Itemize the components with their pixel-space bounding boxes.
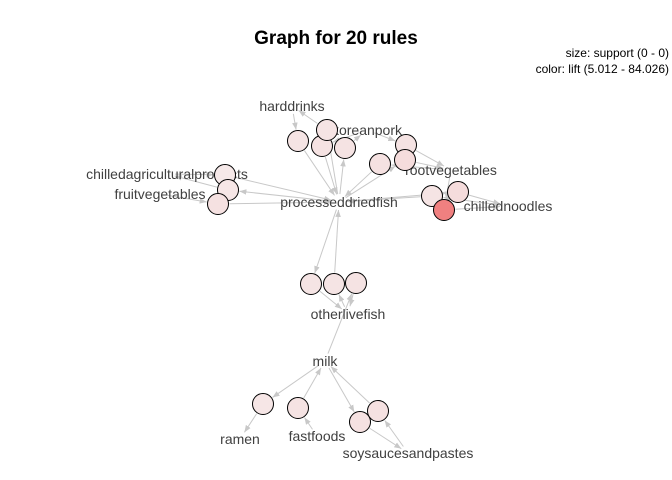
rule-node-r1 [287,130,309,152]
edge-koreanpork-to-r5 [374,132,396,142]
item-label-chillednoodles: chillednoodles [464,198,553,214]
item-label-fastfoods: fastfoods [289,428,346,444]
rule-node-r7 [394,149,416,171]
item-label-harddrinks: harddrinks [259,98,324,114]
edge-r4-to-koreanpork [353,134,362,142]
item-label-koreanpork: koreanpork [332,122,403,138]
item-label-processeddriedfish: processeddriedfish [280,194,398,210]
edge-r3-to-harddrinks [298,110,318,124]
rule-node-r11 [421,185,443,207]
item-label-chilledagriculturalproducts: chilledagriculturalproducts [86,166,248,182]
item-label-milk: milk [313,353,339,369]
rule-node-r17 [252,393,274,415]
edge-fruitvegetables-to-r10 [167,194,207,204]
edge-chilledagriculturalproducts-to-r8 [174,171,214,178]
edge-r20-to-milk [330,366,370,404]
rule-node-r6 [369,153,391,175]
edge-harddrinks-to-r1 [292,113,298,130]
edge-r14-to-otherlivefish [319,290,343,310]
legend-size: size: support (0 - 0) [565,46,669,60]
item-label-fruitvegetables: fruitvegetables [114,186,205,202]
item-label-ramen: ramen [220,431,260,447]
edge-r13-to-chillednoodles [455,204,501,210]
rule-node-r18 [287,397,309,419]
rule-node-r19 [349,411,371,433]
edge-milk-to-r16 [327,293,353,354]
rule-node-r3 [316,119,338,141]
edge-r15-to-processeddriedfish [334,209,341,273]
edge-r1-to-processeddriedfish [304,150,335,196]
item-label-soysaucesandpastes: soysaucesandpastes [343,445,474,461]
edge-otherlivefish-to-r15 [338,294,346,307]
edge-milk-to-r19 [328,367,355,413]
edge-r9-to-chilledagriculturalproducts [174,175,218,188]
rule-nodes-layer [207,119,469,433]
edge-r7-to-rootvegetables [416,161,444,170]
rule-node-r20 [367,400,389,422]
edge-r19-to-soysaucesandpastes [369,427,402,450]
edge-fastfoods-to-r18 [304,417,313,430]
item-label-otherlivefish: otherlivefish [311,306,386,322]
edge-r18-to-milk [303,367,322,399]
edge-r5-to-rootvegetables [415,150,445,167]
rule-node-r14 [300,273,322,295]
item-labels-layer: harddrinks koreanpork rootvegetables chille… [86,98,552,461]
rule-node-r4 [334,137,356,159]
item-label-rootvegetables: rootvegetables [405,162,497,178]
edge-r10-to-processeddriedfish [229,199,332,206]
edge-r6-to-processeddriedfish [344,171,372,197]
edge-r16-to-otherlivefish [349,294,355,307]
rule-node-r13 [433,199,455,221]
rule-node-r12 [447,181,469,203]
edge-r8-to-processeddriedfish [236,177,332,202]
edge-processeddriedfish-to-r14 [314,209,337,274]
edge-r12-to-chillednoodles [468,194,501,205]
edge-soysaucesandpastes-to-r20 [384,420,404,447]
rule-node-r10 [207,193,229,215]
legend-color: color: lift (5.012 - 84.026) [535,62,669,76]
graph-title: Graph for 20 rules [254,28,418,49]
edge-r17-to-ramen [243,413,258,433]
edge-processeddriedfish-to-r4 [339,159,346,195]
edge-processeddriedfish-to-r9 [239,189,332,202]
rule-node-r15 [323,273,345,295]
edge-milk-to-r17 [272,365,319,398]
rule-node-r16 [345,272,367,294]
edge-r2-to-processeddriedfish [324,156,338,195]
